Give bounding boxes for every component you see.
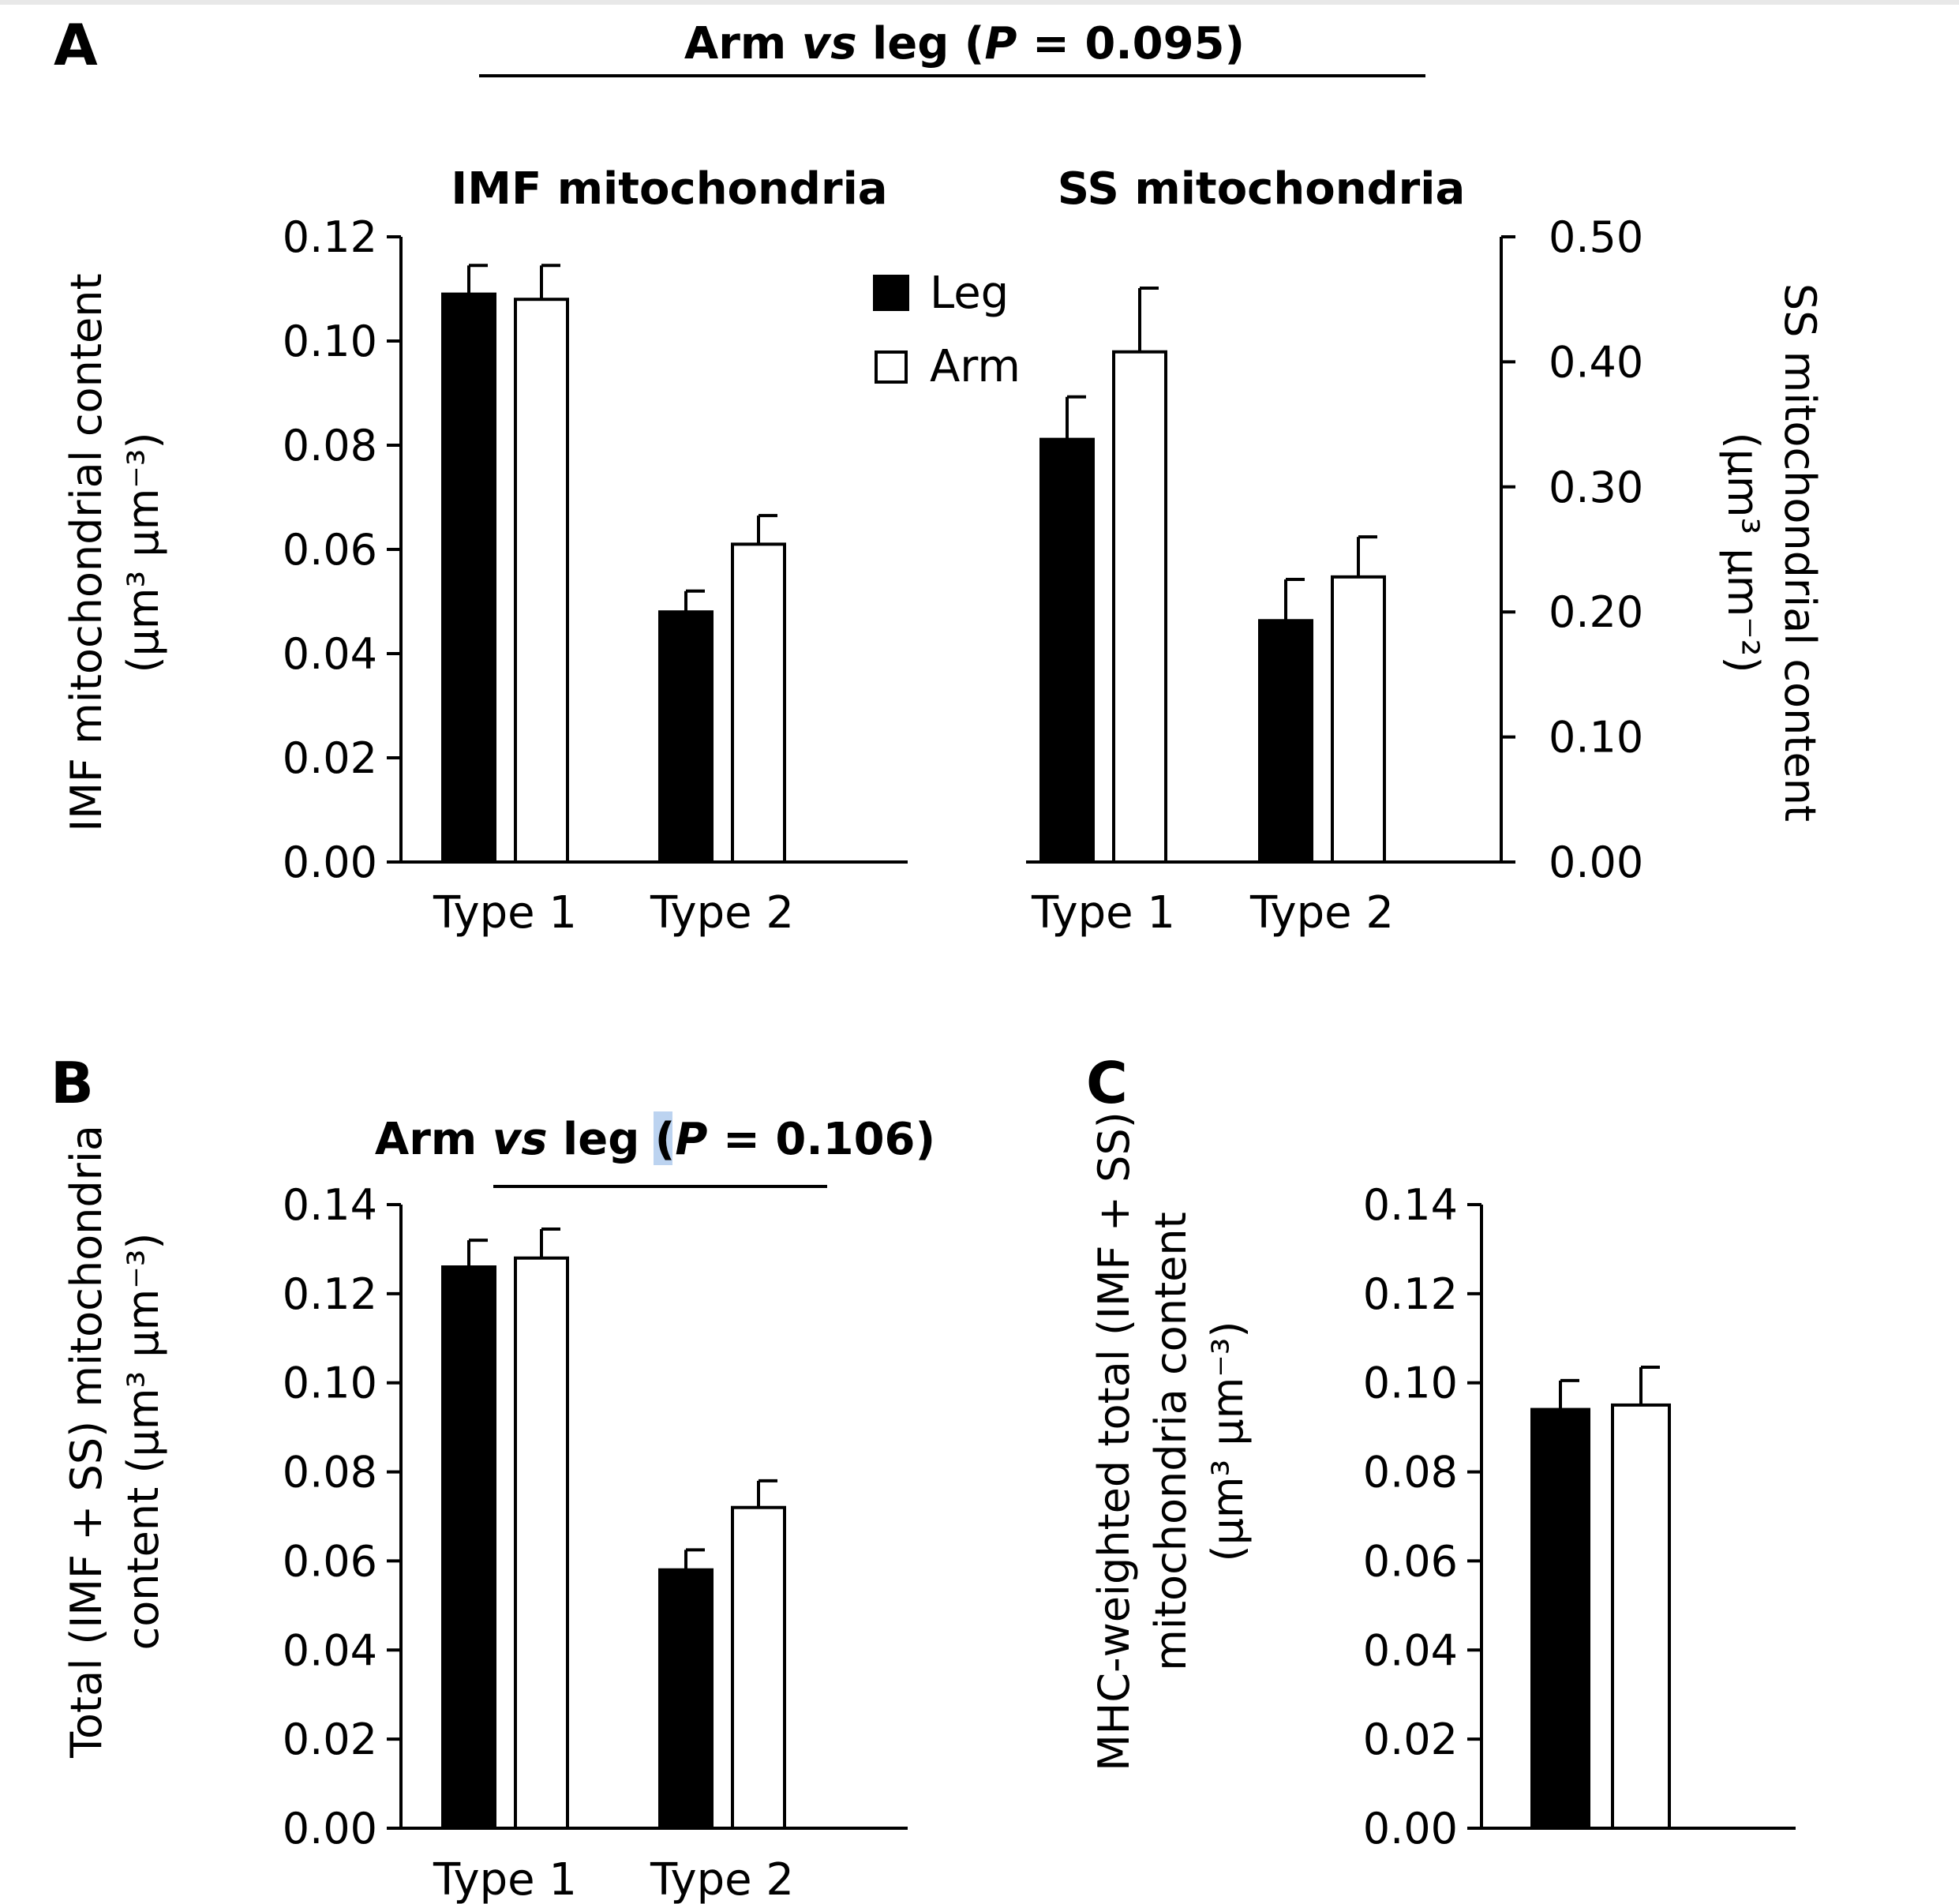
y-tick-label: 0.02: [283, 1715, 377, 1764]
y-tick-label: 0.12: [283, 212, 377, 262]
y-tick-label: 0.12: [1363, 1269, 1458, 1319]
y-tick-label: 0.12: [283, 1269, 377, 1319]
ss-ylabel-line1: SS mitochondrial content: [1775, 283, 1825, 822]
comparison-mid: leg (: [857, 18, 985, 69]
bar-arm-type-2: [731, 1505, 786, 1830]
category-label-type-2: Type 2: [650, 1854, 794, 1904]
bar-leg-type-2: [658, 610, 714, 864]
comparison-b-mid: leg (: [548, 1114, 676, 1165]
y-tick-label: 0.10: [1363, 1359, 1458, 1408]
y-tick-label: 0.00: [283, 1804, 377, 1853]
bar-leg-type-1: [441, 1265, 496, 1830]
bar-arm: [1611, 1403, 1671, 1830]
comparison-value: = 0.095): [1017, 18, 1245, 69]
comparison-b-p: P: [675, 1114, 707, 1165]
legend-swatch-arm: [875, 350, 908, 384]
legend-label-arm: Arm: [930, 341, 1021, 392]
bar-leg-type-2: [658, 1568, 714, 1830]
y-tick-label: 0.08: [1363, 1448, 1458, 1497]
y-tick-label: 0.06: [283, 1536, 377, 1586]
y-tick-label: 0.14: [1363, 1180, 1458, 1230]
plot-ss: Type 1 Type 2 0.00 0.10 0.20 0.30 0.40 0.50: [1026, 212, 1643, 939]
legend-label-leg: Leg: [930, 268, 1009, 319]
y-tick-label: 0.08: [283, 1448, 377, 1497]
y-tick-label: 0.00: [1549, 838, 1643, 887]
legend-swatch-leg: [873, 275, 909, 311]
comparison-b-prefix: Arm: [375, 1114, 493, 1165]
bar-leg-type-1: [441, 292, 496, 864]
category-label-type-1: Type 1: [1031, 887, 1175, 939]
ss-title: SS mitochondria: [1058, 163, 1466, 215]
y-tick-label: 0.30: [1549, 463, 1643, 512]
y-tick-label: 0.06: [1363, 1536, 1458, 1586]
y-tick-label: 0.40: [1549, 337, 1643, 387]
panel-label-a: A: [54, 12, 98, 78]
legend: Leg Arm: [873, 268, 1021, 392]
panel-label-b: B: [51, 1050, 94, 1116]
category-label-type-1: Type 1: [433, 1854, 577, 1904]
bar-arm-type-1: [514, 1256, 569, 1830]
y-tick-label: 0.02: [283, 733, 377, 783]
y-tick-label: 0.00: [1363, 1804, 1458, 1853]
imf-ylabel-line1: IMF mitochondrial content: [62, 273, 111, 831]
panel-a-comparison: Arm vs leg (P = 0.095): [684, 18, 1245, 69]
comparison-b-vs: vs: [493, 1114, 548, 1165]
total-y-axis-label: Total (IMF + SS) mitochondria content (µ…: [62, 1125, 168, 1759]
plot-total: Type 1 Type 2 0.00 0.02 0.04 0.06 0.08 0.10 0.12…: [283, 1180, 908, 1904]
bar-arm-type-2: [1331, 575, 1386, 864]
bar-arm-type-1: [1112, 350, 1167, 864]
category-label-type-2: Type 2: [650, 887, 794, 939]
text-selection-highlight: [654, 1111, 672, 1165]
bar-arm-type-1: [514, 298, 569, 864]
y-tick-label: 0.10: [283, 317, 377, 366]
mhc-ylabel-line1: MHC-weighted total (IMF + SS): [1089, 1111, 1139, 1771]
y-tick-label: 0.10: [283, 1359, 377, 1408]
y-tick-label: 0.00: [283, 838, 377, 887]
comparison-vs: vs: [802, 18, 857, 69]
y-tick-label: 0.10: [1549, 713, 1643, 763]
mhc-y-axis-label: MHC-weighted total (IMF + SS) mitochondr…: [1089, 1111, 1253, 1771]
category-label-type-1: Type 1: [433, 887, 577, 939]
bar-arm-type-2: [731, 542, 786, 864]
y-tick-label: 0.04: [1363, 1625, 1458, 1675]
ss-y-axis-label: SS mitochondrial content (µm³ µm⁻²): [1718, 283, 1825, 822]
plot-mhc: 0.00 0.02 0.04 0.06 0.08 0.10 0.12 0.14: [1363, 1180, 1796, 1853]
y-tick-label: 0.50: [1549, 212, 1643, 262]
comparison-prefix: Arm: [684, 18, 802, 69]
mhc-ylabel-line3: (µm³ µm⁻³): [1203, 1321, 1253, 1561]
comparison-p: P: [984, 18, 1017, 69]
bar-leg-type-1: [1039, 437, 1095, 864]
plot-imf: Type 1 Type 2 0.00 0.02 0.04 0.06 0.08 0.10 0.12: [283, 212, 908, 939]
bar-leg-type-2: [1258, 619, 1313, 864]
total-ylabel-line1: Total (IMF + SS) mitochondria: [62, 1125, 111, 1759]
ss-ylabel-line2: (µm³ µm⁻²): [1718, 432, 1768, 673]
y-tick-label: 0.14: [283, 1180, 377, 1230]
mhc-ylabel-line2: mitochondria content: [1146, 1212, 1196, 1670]
panel-label-c: C: [1086, 1050, 1128, 1116]
y-tick-label: 0.04: [283, 629, 377, 679]
category-label-type-2: Type 2: [1249, 887, 1394, 939]
top-border: [0, 0, 1959, 5]
total-ylabel-line2: content (µm³ µm⁻³): [118, 1233, 168, 1651]
bar-leg: [1530, 1407, 1590, 1830]
imf-ylabel-line2: (µm³ µm⁻³): [118, 432, 168, 673]
y-tick-label: 0.06: [283, 525, 377, 575]
y-tick-label: 0.02: [1363, 1715, 1458, 1764]
panel-b-comparison: Arm vs leg (P = 0.106): [375, 1114, 935, 1165]
imf-title: IMF mitochondria: [451, 163, 887, 215]
comparison-b-value: = 0.106): [707, 1114, 935, 1165]
y-tick-label: 0.20: [1549, 587, 1643, 637]
y-tick-label: 0.04: [283, 1625, 377, 1675]
y-tick-label: 0.08: [283, 421, 377, 470]
imf-y-axis-label: IMF mitochondrial content (µm³ µm⁻³): [62, 273, 168, 831]
